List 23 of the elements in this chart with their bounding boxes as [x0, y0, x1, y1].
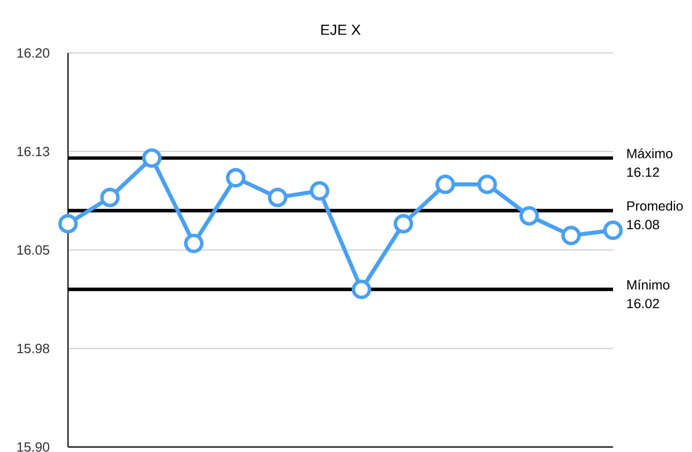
y-tick-label: 15.98 [17, 344, 50, 354]
ref-line-label: Mínimo 16.02 [627, 280, 670, 308]
point [100, 188, 120, 208]
point [519, 206, 539, 226]
ref-line-label: Promedio 16.08 [627, 200, 683, 230]
y-tick-label: 16.13 [17, 146, 50, 156]
point [226, 168, 246, 188]
point [603, 220, 623, 240]
point [352, 280, 372, 300]
y-tick-label: 16.05 [17, 245, 50, 255]
point [184, 234, 204, 254]
point [561, 226, 581, 246]
point [142, 148, 162, 168]
point [436, 174, 456, 194]
point [310, 181, 330, 201]
y-tick-label: 16.20 [17, 48, 50, 58]
point [477, 174, 497, 194]
point [394, 214, 414, 234]
y-tick-label: 15.90 [17, 442, 50, 452]
ref-line-label: Máximo 16.12 [627, 148, 672, 177]
point [58, 214, 78, 234]
point [268, 188, 288, 208]
chart-title: EJE X [321, 24, 361, 35]
